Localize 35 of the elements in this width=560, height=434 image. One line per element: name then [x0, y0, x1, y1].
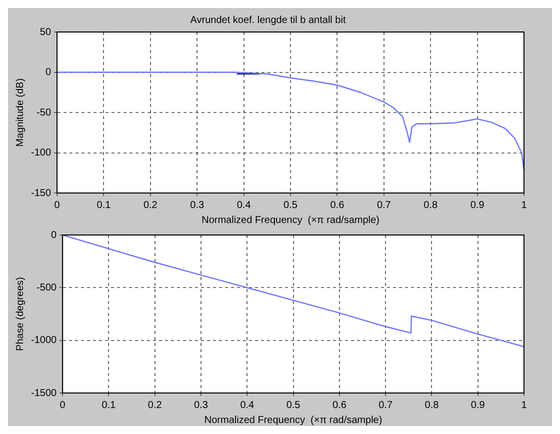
y-tick-label: -50 — [36, 107, 52, 118]
x-tick-label: 0.8 — [424, 400, 440, 411]
y-tick-label: 50 — [40, 26, 52, 38]
x-tick-label: 0.3 — [190, 200, 204, 211]
x-tick-label: 1 — [521, 400, 528, 411]
x-tick-label: 0.9 — [470, 400, 486, 411]
x-tick-label: 0.4 — [240, 400, 255, 411]
x-tick-label: 0.4 — [236, 200, 252, 211]
x-tick-label: 0.1 — [102, 400, 116, 411]
x-tick-label: 0.7 — [376, 200, 392, 211]
x-tick-label: 0.9 — [470, 200, 485, 211]
x-tick-label: 0.5 — [286, 400, 301, 411]
x-axis-title: Normalized Frequency (×π rad/sample) — [202, 214, 380, 226]
y-tick-label: -150 — [31, 188, 52, 199]
x-tick-label: 1 — [521, 200, 528, 211]
y-tick-label: -100 — [31, 148, 52, 158]
x-tick-label: 0.1 — [96, 200, 112, 211]
x-tick-label: 0.5 — [284, 200, 298, 211]
y-tick-label: 0 — [45, 67, 52, 78]
x-tick-label: 0.6 — [330, 200, 345, 211]
x-tick-label: 0.2 — [148, 400, 162, 411]
x-tick-label: 0.8 — [424, 200, 438, 211]
y-tick-label: -1000 — [31, 335, 58, 346]
chart-title: Avrundet koef. lengde til b antall bit — [190, 14, 346, 26]
x-tick-label: 0.3 — [194, 400, 208, 411]
x-axis-title: Normalized Frequency (×π rad/sample) — [204, 414, 382, 426]
x-tick-label: 0.2 — [143, 200, 158, 211]
x-tick-label: 0.7 — [378, 400, 393, 411]
y-axis-title: Phase (degrees) — [14, 277, 26, 351]
y-tick-label: -1500 — [31, 388, 58, 399]
y-tick-label: -500 — [36, 282, 58, 294]
y-axis-title: Magnitude (dB) — [14, 78, 26, 147]
x-tick-label: 0 — [60, 400, 66, 411]
x-tick-label: 0.6 — [332, 400, 347, 411]
y-tick-label: 0 — [51, 230, 58, 241]
